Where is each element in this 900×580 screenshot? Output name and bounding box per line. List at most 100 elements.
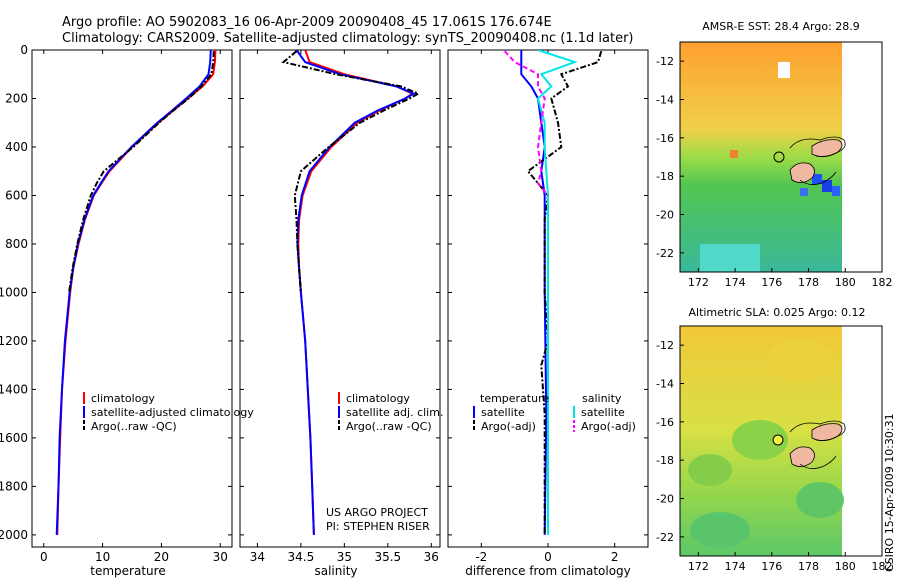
legend-label-satellite: satellite adj. clim. [346, 406, 443, 419]
temperature-plot-frame [31, 49, 233, 548]
map-axes: -12 -14 -16 -18 -20 -22 172 174 176 178 180 182 -12 -… [656, 55, 892, 573]
map-lon-label: 174 [725, 276, 746, 289]
map-lat-label: -12 [656, 339, 674, 352]
sst-map-title: AMSR-E SST: 28.4 Argo: 28.9 [702, 20, 860, 33]
legend-label-sal-argo: Argo(-adj) [581, 420, 636, 433]
legend-label-argo: Argo(..raw -QC) [91, 420, 177, 433]
depth-tick-label: 0 [20, 43, 28, 57]
map-lon-label: 172 [688, 560, 709, 573]
sla-map-panel: Altimetric SLA: 0.025 Argo: 0.12 [679, 306, 883, 557]
sst-map-blue-patch [812, 174, 822, 184]
legend-title-salinity: salinity [582, 392, 622, 405]
series-line-salinity-satellite [536, 50, 578, 535]
temperature-legend: climatology satellite-adjusted climatolo… [83, 392, 254, 433]
map-lon-label: 176 [761, 560, 782, 573]
map-lat-label: -14 [656, 94, 674, 107]
coastline [789, 420, 846, 441]
depth-tick-label: 1000 [0, 285, 28, 299]
series-line-climatology [56, 50, 217, 535]
coastline-outline [789, 136, 846, 185]
legend-label-satellite: satellite-adjusted climatology [91, 406, 254, 419]
sst-map-blue-patch [800, 188, 808, 196]
sst-map-field [680, 42, 842, 272]
map-lon-label: 182 [872, 560, 893, 573]
series-line-satellite-adjusted-climatology [55, 50, 212, 535]
map-lat-label: -18 [656, 454, 674, 467]
sla-map-green-patch [688, 454, 732, 486]
sst-map-blue-patch [822, 180, 832, 192]
figure-title-line1: Argo profile: AO 5902083_16 06-Apr-2009 … [62, 15, 552, 30]
x-tick-label: 0 [544, 550, 552, 564]
coastline [789, 136, 846, 157]
sst-map-frame [679, 41, 883, 273]
map-lon-label: 178 [798, 560, 819, 573]
x-tick-label: 2 [611, 550, 619, 564]
depth-tick-label: 1400 [0, 382, 28, 396]
temperature-series [55, 50, 217, 535]
map-lat-label: -16 [656, 132, 674, 145]
depth-axis: 0 200 400 600 800 1000 1200 1400 1600 1800 2000 [0, 43, 648, 542]
salinity-series [281, 50, 421, 535]
map-lat-label: -18 [656, 170, 674, 183]
map-lon-label: 178 [798, 276, 819, 289]
legend-title-temperature: temperature [480, 392, 549, 405]
sst-map-blank-pixel [778, 62, 790, 78]
sla-map-green-patch [690, 512, 750, 548]
x-tick-label: 35.5 [374, 550, 401, 564]
float-position-marker [772, 434, 784, 446]
sla-map-frame [679, 325, 883, 557]
depth-tick-label: 1800 [0, 479, 28, 493]
coastline [799, 455, 837, 469]
series-line-temperature-satellite [520, 50, 548, 535]
island-viti-levu [789, 162, 815, 183]
fiji-islands [789, 423, 843, 467]
map-lat-label: -12 [656, 55, 674, 68]
figure-title-line2: Climatology: CARS2009. Satellite-adjuste… [62, 31, 634, 46]
depth-tick-label: 200 [5, 91, 28, 105]
difference-axis-label: difference from climatology [465, 564, 631, 578]
float-position-marker [773, 151, 785, 163]
coastline-outline [789, 420, 846, 469]
project-annotation-line2: PI: STEPHEN RISER [326, 520, 430, 533]
x-tick-label: 20 [154, 550, 169, 564]
series-line-salinity-argo-adj- [503, 50, 549, 197]
difference-series [503, 50, 603, 535]
depth-tick-label: 400 [5, 140, 28, 154]
x-tick-label: -2 [475, 550, 487, 564]
x-tick-label: 34 [250, 550, 265, 564]
salinity-axis-label: salinity [314, 564, 357, 578]
x-tick-label: 10 [95, 550, 110, 564]
x-tick-label: 34.5 [288, 550, 315, 564]
map-lon-label: 180 [835, 276, 856, 289]
depth-tick-label: 2000 [0, 528, 28, 542]
x-tick-label: 30 [213, 550, 228, 564]
side-label: CSIRO 15-Apr-2009 10:30:31 [883, 413, 896, 572]
salinity-plot-frame [239, 49, 441, 548]
sst-map-cyan-region [700, 244, 760, 272]
sla-map-green-patch [732, 420, 788, 460]
sla-map-title: Altimetric SLA: 0.025 Argo: 0.12 [688, 306, 865, 319]
depth-tick-label: 600 [5, 188, 28, 202]
difference-legend-temperature: temperature satellite Argo(-adj) [473, 392, 549, 433]
map-lon-label: 176 [761, 276, 782, 289]
sst-map-land-mask [842, 42, 882, 272]
legend-label-temp-argo: Argo(-adj) [481, 420, 536, 433]
fiji-islands [789, 139, 843, 183]
legend-label-sal-satellite: satellite [581, 406, 625, 419]
sla-map-land-mask [842, 326, 882, 556]
x-tick-label: 0 [40, 550, 48, 564]
map-lon-label: 180 [835, 560, 856, 573]
legend-label-climatology: climatology [91, 392, 155, 405]
x-tick-label: 36 [424, 550, 439, 564]
sst-map-panel: AMSR-E SST: 28.4 Argo: 28.9 [679, 20, 883, 273]
series-line-argo-raw-qc- [68, 51, 215, 293]
x-tick-label: 35 [337, 550, 352, 564]
map-lat-label: -22 [656, 247, 674, 260]
sst-map-orange-pixel [730, 150, 738, 158]
salinity-legend: climatology satellite adj. clim. Argo(..… [326, 392, 443, 533]
map-lat-label: -14 [656, 378, 674, 391]
series-line-satellite-adj-clim- [295, 50, 417, 535]
map-lat-label: -22 [656, 531, 674, 544]
depth-tick-label: 1600 [0, 431, 28, 445]
